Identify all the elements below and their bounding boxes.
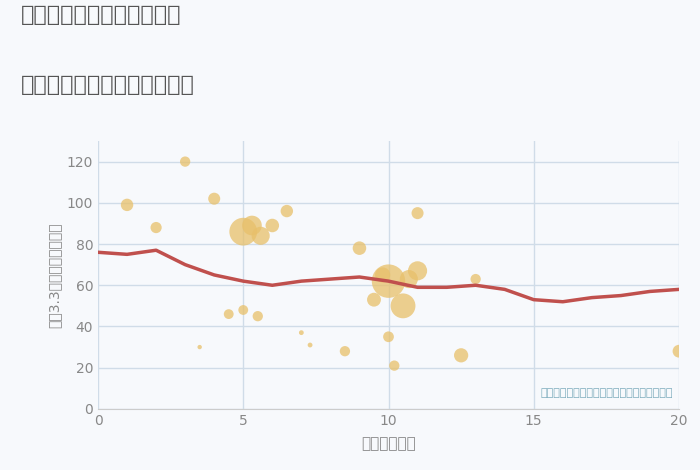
- Point: [281, 207, 293, 215]
- Point: [296, 329, 307, 337]
- Point: [252, 313, 263, 320]
- Point: [237, 228, 249, 235]
- Point: [398, 302, 409, 310]
- Point: [223, 310, 235, 318]
- Point: [246, 222, 258, 229]
- Point: [209, 195, 220, 203]
- Point: [403, 275, 414, 283]
- Point: [180, 158, 191, 165]
- Text: 駅距離別中古マンション価格: 駅距離別中古マンション価格: [21, 75, 195, 95]
- Point: [194, 343, 205, 351]
- Point: [267, 222, 278, 229]
- Point: [377, 271, 388, 279]
- Point: [150, 224, 162, 231]
- Point: [122, 201, 133, 209]
- Point: [304, 341, 316, 349]
- Point: [354, 244, 365, 252]
- Point: [412, 209, 423, 217]
- Text: 三重県伊賀市阿山ハイツの: 三重県伊賀市阿山ハイツの: [21, 5, 181, 25]
- Point: [673, 347, 685, 355]
- Text: 円の大きさは、取引のあった物件面積を示す: 円の大きさは、取引のあった物件面積を示す: [540, 388, 673, 398]
- Point: [340, 347, 351, 355]
- Point: [456, 352, 467, 359]
- Point: [412, 267, 423, 274]
- Point: [237, 306, 249, 314]
- Point: [383, 333, 394, 341]
- Point: [255, 232, 266, 240]
- Point: [383, 277, 394, 285]
- Y-axis label: 坪（3.3㎡）単価（万円）: 坪（3.3㎡）単価（万円）: [47, 222, 61, 328]
- Point: [368, 296, 379, 304]
- Point: [389, 362, 400, 369]
- Point: [470, 275, 482, 283]
- X-axis label: 駅距離（分）: 駅距離（分）: [361, 436, 416, 451]
